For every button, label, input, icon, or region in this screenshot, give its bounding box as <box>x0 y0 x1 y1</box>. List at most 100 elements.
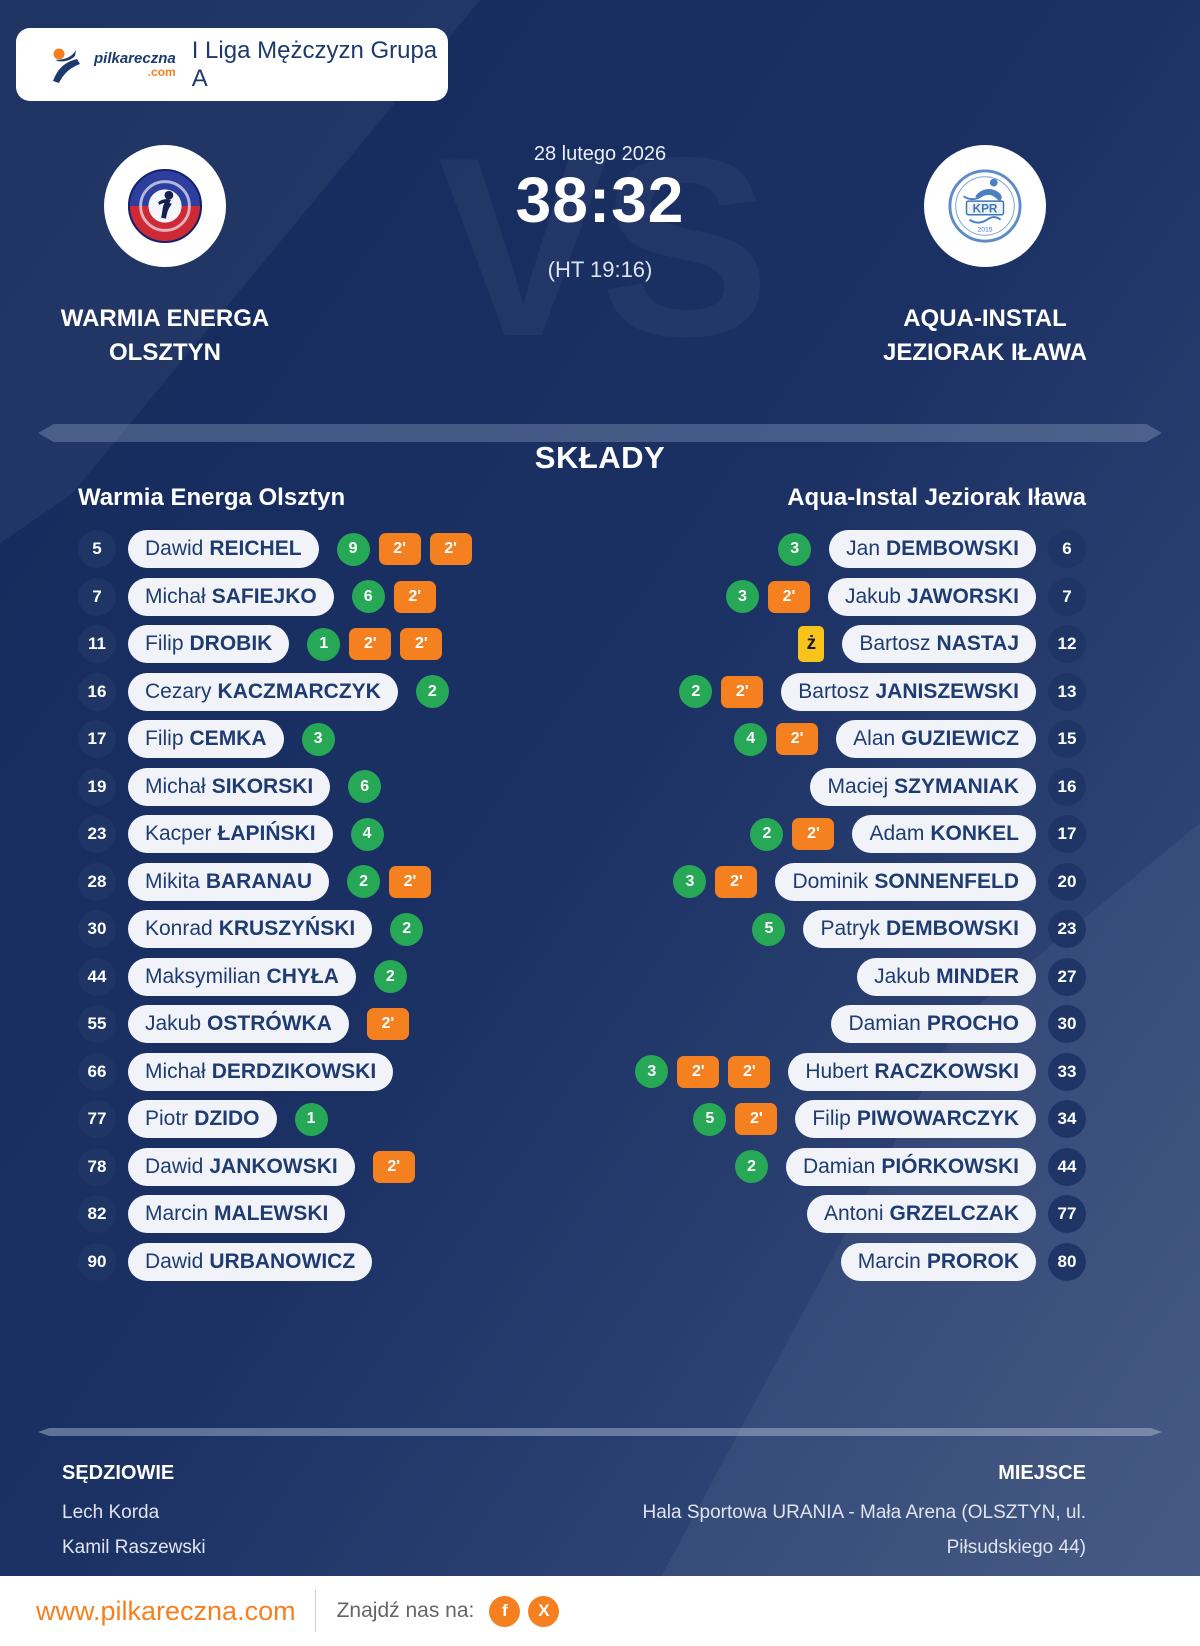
home-team-block: WARMIA ENERGA OLSZTYN <box>0 145 330 370</box>
player-badges: 2 2' <box>750 817 835 851</box>
player-last-name: GUZIEWICZ <box>901 727 1019 750</box>
venue-label: MIEJSCE <box>998 1462 1086 1484</box>
player-last-name: URBANOWICZ <box>209 1249 356 1273</box>
away-team-name-line1: AQUA-INSTAL <box>903 305 1067 332</box>
player-row: 80 Marcin PROROK <box>526 1242 1086 1281</box>
suspension-badge: 2' <box>767 580 810 613</box>
player-first-name: Jakub <box>874 964 931 988</box>
x-icon[interactable]: X <box>528 1595 560 1627</box>
goals-badge: 2 <box>373 960 407 993</box>
player-badges: 5 2' <box>693 1102 778 1136</box>
player-number: 15 <box>1048 720 1086 758</box>
player-last-name: ŁAPIŃSKI <box>217 822 316 845</box>
player-row: 5 Dawid REICHEL 9 2' 2' <box>78 530 638 568</box>
player-name-pill: Jakub JAWORSKI <box>827 577 1036 616</box>
player-last-name: BARANAU <box>205 869 313 893</box>
player-last-name: MALEWSKI <box>214 1202 329 1225</box>
player-badges: 2' <box>366 1008 409 1040</box>
player-badges: 5 <box>752 912 786 946</box>
player-last-name: SAFIEJKO <box>211 584 317 608</box>
player-name-pill: Maciej SZYMANIAK <box>810 767 1036 806</box>
player-last-name: MINDER <box>936 964 1019 988</box>
player-row: 44 Damian PIÓRKOWSKI 2 <box>526 1147 1086 1186</box>
pilkareczna-logo: pilkareczna .com <box>46 47 176 83</box>
player-row: 82 Marcin MALEWSKI <box>78 1195 638 1233</box>
player-name-pill: Kacper ŁAPIŃSKI <box>128 815 333 853</box>
player-number: 16 <box>78 672 116 711</box>
player-last-name: DZIDO <box>194 1107 260 1130</box>
player-badges: 2 2' <box>347 865 432 898</box>
home-roster-title: Warmia Energa Olsztyn <box>78 484 346 511</box>
player-first-name: Filip <box>145 727 184 750</box>
player-first-name: Adam <box>869 822 925 845</box>
suspension-badge: 2' <box>366 1008 409 1040</box>
player-badges: 3 <box>301 722 335 756</box>
player-last-name: JANISZEWSKI <box>875 679 1019 703</box>
player-last-name: DERDZIKOWSKI <box>211 1059 377 1083</box>
facebook-icon[interactable]: f <box>489 1595 521 1627</box>
player-number: 7 <box>1048 577 1086 616</box>
player-row: 33 Hubert RACZKOWSKI 3 2' 2' <box>526 1052 1086 1091</box>
website-link[interactable]: www.pilkareczna.com <box>36 1595 296 1626</box>
away-team-name-line2: JEZIORAK IŁAWA <box>882 339 1087 366</box>
player-row: 78 Dawid JANKOWSKI 2' <box>78 1147 638 1186</box>
player-number: 16 <box>1048 767 1086 806</box>
goals-badge: 3 <box>725 580 759 613</box>
player-row: 11 Filip DROBIK 1 2' 2' <box>78 625 638 663</box>
player-first-name: Michał <box>145 584 206 608</box>
player-last-name: OSTRÓWKA <box>207 1012 332 1035</box>
player-last-name: CEMKA <box>189 727 267 750</box>
player-number: 66 <box>78 1052 116 1091</box>
home-team-name-line2: OLSZTYN <box>108 339 221 366</box>
player-name-pill: Adam KONKEL <box>852 815 1036 853</box>
player-number: 19 <box>78 767 116 806</box>
player-first-name: Michał <box>145 774 206 798</box>
player-name-pill: Hubert RACZKOWSKI <box>788 1052 1036 1091</box>
suspension-badge: 2' <box>735 1103 778 1135</box>
player-last-name: CHYŁA <box>266 964 339 988</box>
player-last-name: PIÓRKOWSKI <box>881 1154 1019 1178</box>
player-row: 12 Bartosz NASTAJ ż <box>526 625 1086 663</box>
player-badges: 6 2' <box>351 580 436 613</box>
player-badges: 1 2' 2' <box>307 627 443 661</box>
player-badges: 9 2' 2' <box>336 532 472 566</box>
player-number: 12 <box>1048 625 1086 663</box>
player-name-pill: Filip PIWOWARCZYK <box>795 1100 1036 1138</box>
player-badges: 4 2' <box>734 722 819 756</box>
player-number: 23 <box>78 815 116 853</box>
player-row: 23 Kacper ŁAPIŃSKI 4 <box>78 815 638 853</box>
goals-badge: 5 <box>752 912 786 946</box>
away-team-name: AQUA-INSTAL JEZIORAK IŁAWA <box>883 302 1087 370</box>
player-name-pill: Dawid URBANOWICZ <box>128 1242 373 1281</box>
away-logo-initials: KPR <box>973 202 998 215</box>
suspension-badge: 2' <box>393 580 436 613</box>
player-first-name: Dawid <box>145 537 204 560</box>
logo-wordmark: pilkareczna .com <box>94 51 176 78</box>
player-row: 7 Jakub JAWORSKI 3 2' <box>526 577 1086 616</box>
player-row: 27 Jakub MINDER <box>526 957 1086 996</box>
player-number: 80 <box>1048 1242 1086 1281</box>
player-number: 11 <box>78 625 116 663</box>
player-row: 77 Antoni GRZELCZAK <box>526 1195 1086 1233</box>
player-last-name: SIKORSKI <box>211 774 314 798</box>
suspension-badge: 2' <box>792 818 835 850</box>
handball-player-icon <box>53 48 80 83</box>
player-number: 28 <box>78 862 116 901</box>
player-number: 6 <box>1048 530 1086 568</box>
player-name-pill: Filip CEMKA <box>128 720 284 758</box>
player-first-name: Maciej <box>827 774 889 798</box>
player-number: 78 <box>78 1147 116 1186</box>
player-number: 55 <box>78 1005 116 1043</box>
player-badges: ż <box>798 626 825 662</box>
away-logo-year: 2015 <box>977 226 992 233</box>
player-number: 77 <box>78 1100 116 1138</box>
goals-badge: 1 <box>307 627 341 661</box>
player-first-name: Kacper <box>145 822 212 845</box>
player-row: 55 Jakub OSTRÓWKA 2' <box>78 1005 638 1043</box>
player-first-name: Filip <box>812 1107 851 1130</box>
player-first-name: Konrad <box>145 917 213 940</box>
player-first-name: Cezary <box>145 679 212 703</box>
player-last-name: JAWORSKI <box>906 584 1019 608</box>
player-row: 20 Dominik SONNENFELD 3 2' <box>526 862 1086 901</box>
